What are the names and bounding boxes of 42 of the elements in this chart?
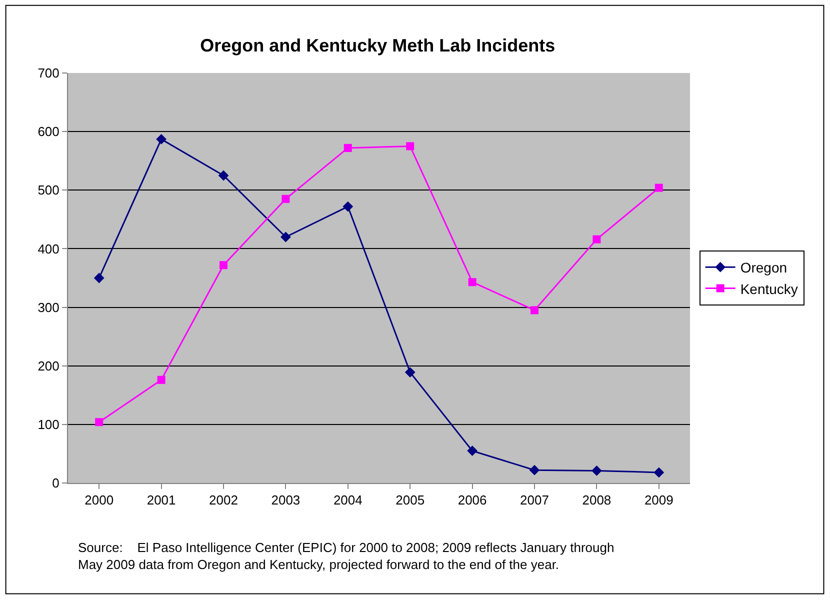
point xyxy=(404,367,416,378)
point xyxy=(530,306,538,314)
x-tick-label: 2002 xyxy=(209,492,238,508)
x-tick-label: 2006 xyxy=(458,492,487,508)
point xyxy=(406,142,414,150)
point xyxy=(95,418,104,426)
x-tick-label: 2004 xyxy=(333,492,362,508)
y-tick-label: 0 xyxy=(52,476,60,491)
y-tick-label: 200 xyxy=(38,358,60,374)
x-tick-label: 2009 xyxy=(644,492,674,508)
point xyxy=(467,446,478,456)
x-tick-label: 2005 xyxy=(396,492,425,508)
point xyxy=(344,144,352,152)
point xyxy=(156,134,166,144)
y-tick-label: 400 xyxy=(38,241,60,256)
point xyxy=(218,170,229,181)
point xyxy=(529,464,540,476)
legend-label: Kentucky xyxy=(740,280,798,297)
y-tick-label: 500 xyxy=(38,182,60,198)
point xyxy=(654,467,664,478)
point xyxy=(592,466,602,476)
chart-title: Oregon and Kentucky Meth Lab Incidents xyxy=(200,36,556,56)
y-tick-label: 700 xyxy=(38,66,60,81)
y-tick-label: 100 xyxy=(38,416,60,432)
legend-label: Oregon xyxy=(740,260,788,276)
point xyxy=(220,261,228,270)
point xyxy=(468,278,476,286)
point xyxy=(342,201,354,212)
point xyxy=(280,232,291,242)
x-tick-label: 2008 xyxy=(582,492,612,508)
point xyxy=(282,194,290,203)
x-tick-label: 2001 xyxy=(146,492,176,508)
y-tick-label: 600 xyxy=(38,124,60,140)
y-tick-label: 300 xyxy=(38,300,60,315)
x-tick-label: 2007 xyxy=(520,492,549,508)
point xyxy=(592,235,601,244)
x-tick-label: 2003 xyxy=(271,492,300,508)
point xyxy=(654,184,663,192)
source-note: Source: El Paso Intelligence Center (EPIC) for 2000 to 2008; 2009 reflects January through May 2009 data from Oregon and Kentucky, projected forward to the end of the year. xyxy=(78,540,614,572)
x-tick-label: 2000 xyxy=(84,492,114,508)
point xyxy=(94,272,104,284)
point xyxy=(157,376,166,384)
